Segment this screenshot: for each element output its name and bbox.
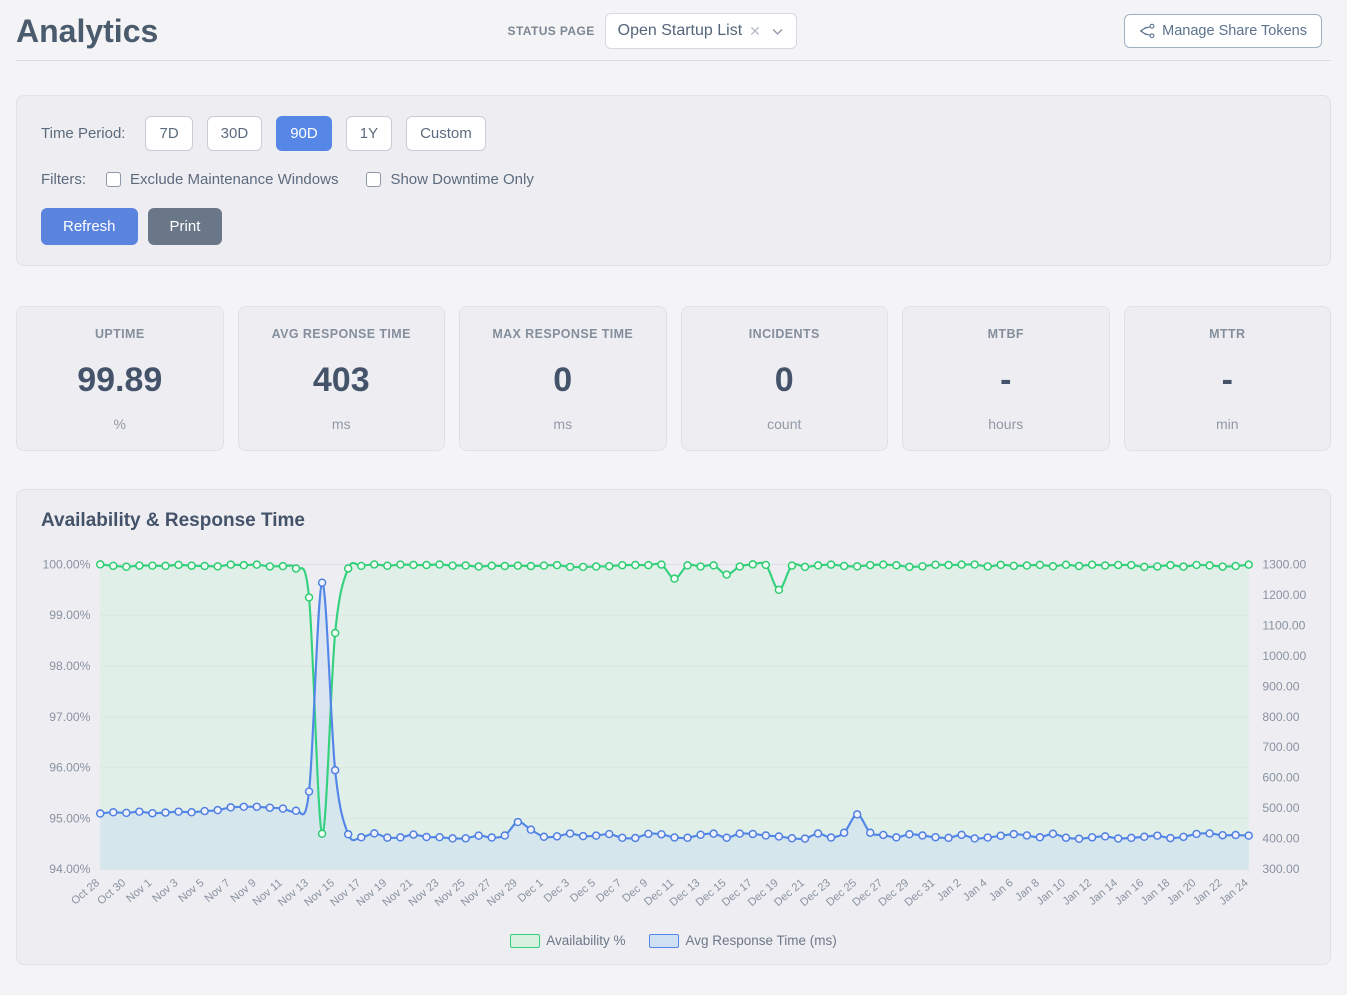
- svg-text:95.00%: 95.00%: [49, 811, 90, 825]
- svg-text:Jan 12: Jan 12: [1061, 877, 1094, 908]
- svg-text:300.00: 300.00: [1262, 862, 1299, 876]
- svg-text:Nov 3: Nov 3: [150, 877, 180, 905]
- svg-text:800.00: 800.00: [1262, 710, 1299, 724]
- svg-text:Jan 2: Jan 2: [935, 877, 964, 904]
- svg-text:Dec 7: Dec 7: [594, 877, 624, 905]
- svg-text:500.00: 500.00: [1262, 801, 1299, 815]
- svg-text:Jan 24: Jan 24: [1217, 877, 1250, 908]
- svg-text:Oct 30: Oct 30: [95, 877, 128, 907]
- svg-text:Jan 4: Jan 4: [961, 877, 990, 904]
- svg-text:700.00: 700.00: [1262, 740, 1299, 754]
- svg-text:Jan 10: Jan 10: [1034, 877, 1067, 908]
- svg-text:1000.00: 1000.00: [1262, 649, 1306, 663]
- svg-text:97.00%: 97.00%: [49, 710, 90, 724]
- svg-text:Jan 6: Jan 6: [987, 877, 1016, 904]
- svg-text:Jan 14: Jan 14: [1087, 877, 1120, 908]
- svg-text:Jan 22: Jan 22: [1191, 877, 1224, 908]
- svg-text:98.00%: 98.00%: [49, 659, 90, 673]
- svg-text:Dec 1: Dec 1: [516, 877, 546, 905]
- svg-text:96.00%: 96.00%: [49, 761, 90, 775]
- svg-text:Oct 28: Oct 28: [69, 877, 102, 907]
- svg-text:600.00: 600.00: [1262, 771, 1299, 785]
- svg-text:Nov 5: Nov 5: [176, 877, 206, 905]
- svg-text:94.00%: 94.00%: [49, 862, 90, 876]
- svg-text:1100.00: 1100.00: [1262, 618, 1305, 632]
- svg-text:900.00: 900.00: [1262, 679, 1299, 693]
- svg-text:Jan 18: Jan 18: [1139, 877, 1172, 908]
- svg-text:Jan 20: Jan 20: [1165, 877, 1198, 908]
- svg-text:Nov 7: Nov 7: [203, 877, 233, 905]
- svg-text:99.00%: 99.00%: [49, 608, 90, 622]
- svg-text:Dec 5: Dec 5: [568, 877, 598, 905]
- svg-text:400.00: 400.00: [1262, 832, 1299, 846]
- svg-text:100.00%: 100.00%: [42, 557, 90, 571]
- svg-text:Jan 16: Jan 16: [1113, 877, 1146, 908]
- svg-text:Nov 1: Nov 1: [124, 877, 154, 905]
- svg-text:Nov 29: Nov 29: [485, 877, 520, 909]
- svg-text:Dec 3: Dec 3: [542, 877, 572, 905]
- svg-text:1300.00: 1300.00: [1262, 557, 1306, 571]
- svg-text:1200.00: 1200.00: [1262, 588, 1306, 602]
- svg-text:Dec 31: Dec 31: [903, 877, 938, 909]
